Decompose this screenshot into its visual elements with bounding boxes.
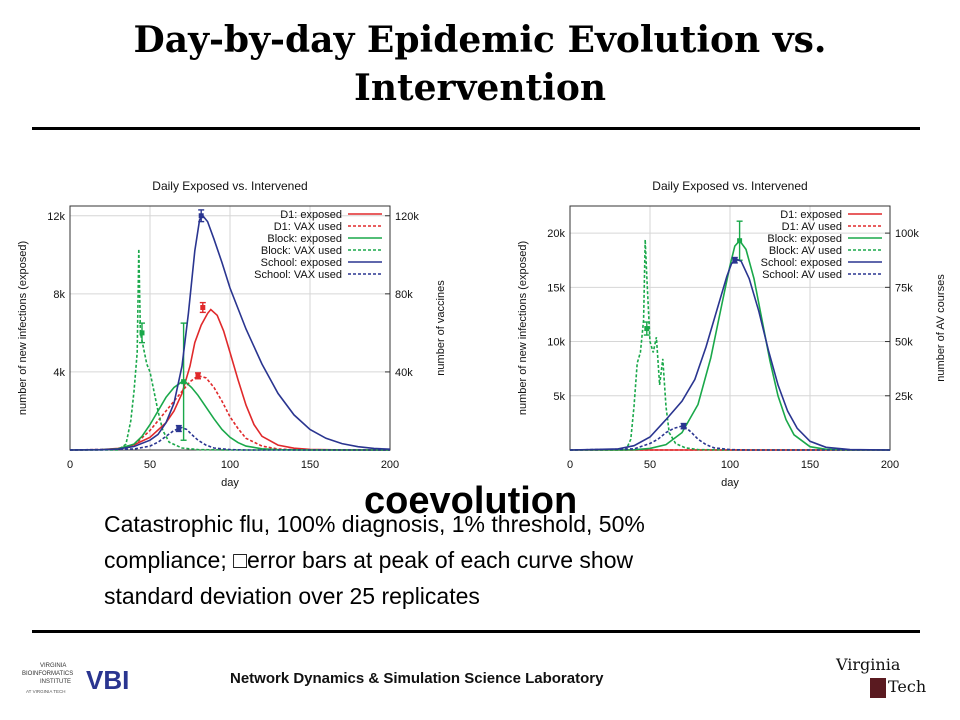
vt-logo-text-1: Virginia bbox=[835, 655, 901, 674]
x-tick-label: 150 bbox=[801, 459, 819, 471]
x-tick-label: 100 bbox=[721, 459, 739, 471]
series-line bbox=[569, 425, 890, 451]
legend-label: D1: AV used bbox=[782, 221, 842, 233]
legend-label: Block: exposed bbox=[267, 233, 342, 245]
legend-label: D1: exposed bbox=[780, 209, 842, 221]
overlay-word: coevolution bbox=[364, 480, 578, 522]
x-tick-label: 50 bbox=[144, 459, 156, 471]
vbi-logo-text: VIRGINIA bbox=[40, 663, 66, 669]
vbi-logo: VIRGINIA BIOINFORMATICS INSTITUTE AT VIR… bbox=[22, 663, 129, 695]
peak-marker bbox=[732, 257, 738, 263]
peak-marker bbox=[681, 423, 687, 429]
y-tick-label: 10k bbox=[547, 337, 565, 349]
caption-line-3: standard deviation over 25 replicates bbox=[104, 583, 480, 609]
chart-title: Daily Exposed vs. Intervened bbox=[152, 179, 307, 193]
legend-label: School: AV used bbox=[762, 269, 842, 281]
y-tick-label: 8k bbox=[53, 289, 65, 301]
title-divider bbox=[32, 127, 920, 130]
chart-vaccines: Daily Exposed vs. Intervened 0 50 100 150 200… bbox=[17, 179, 447, 489]
series-line bbox=[70, 248, 390, 451]
legend-label: School: exposed bbox=[761, 257, 842, 269]
peak-marker bbox=[139, 330, 145, 336]
vbi-logo-mark: VBI bbox=[86, 665, 129, 695]
series-line bbox=[69, 426, 390, 451]
x-tick-label: 0 bbox=[67, 459, 73, 471]
x-tick-label: 200 bbox=[381, 459, 399, 471]
x-tick-label: 50 bbox=[644, 459, 656, 471]
peak-marker bbox=[737, 238, 743, 244]
series-line bbox=[69, 214, 391, 451]
vt-logo-shield bbox=[870, 678, 886, 698]
x-tick-label: 100 bbox=[221, 459, 239, 471]
x-tick-label: 200 bbox=[881, 459, 899, 471]
peak-marker bbox=[644, 326, 650, 332]
virginia-tech-logo: Virginia Tech bbox=[835, 655, 926, 698]
footer-divider bbox=[32, 630, 920, 633]
legend-label: School: exposed bbox=[261, 257, 342, 269]
y2-axis-label: number of AV courses bbox=[935, 274, 947, 382]
y2-tick-label: 40k bbox=[395, 367, 413, 379]
y-axis-label: number of new infections (exposed) bbox=[517, 241, 529, 415]
y-tick-label: 20k bbox=[547, 228, 565, 240]
peak-marker bbox=[195, 373, 201, 379]
svg-text:AT VIRGINIA TECH: AT VIRGINIA TECH bbox=[26, 689, 66, 694]
series-line bbox=[69, 374, 390, 451]
legend-label: Block: exposed bbox=[767, 233, 842, 245]
y2-tick-label: 120k bbox=[395, 211, 419, 223]
vt-logo-text-2: Tech bbox=[888, 677, 926, 696]
series-line bbox=[569, 239, 891, 451]
y-axis-label: number of new infections (exposed) bbox=[17, 241, 29, 415]
x-tick-label: 0 bbox=[567, 459, 573, 471]
y-tick-label: 12k bbox=[47, 211, 65, 223]
peak-marker bbox=[176, 426, 182, 432]
svg-text:BIOINFORMATICS: BIOINFORMATICS bbox=[22, 671, 73, 677]
svg-text:INSTITUTE: INSTITUTE bbox=[40, 679, 71, 685]
y-tick-label: 15k bbox=[547, 282, 565, 294]
peak-marker bbox=[198, 213, 204, 219]
chart-title: Daily Exposed vs. Intervened bbox=[652, 179, 807, 193]
series-line bbox=[69, 308, 391, 451]
series-line bbox=[570, 239, 890, 451]
chart-av-courses: Daily Exposed vs. Intervened 0 50 100 150 200… bbox=[517, 179, 947, 489]
y2-axis-label: number of vaccines bbox=[435, 280, 447, 376]
legend-label: Block: VAX used bbox=[261, 245, 342, 257]
y2-tick-label: 100k bbox=[895, 228, 919, 240]
y2-tick-label: 80k bbox=[395, 289, 413, 301]
legend-label: D1: VAX used bbox=[274, 221, 342, 233]
y2-tick-label: 75k bbox=[895, 282, 913, 294]
peak-marker bbox=[200, 305, 206, 311]
caption-line-1: Catastrophic flu, 100% diagnosis, 1% thr… bbox=[104, 511, 645, 537]
y-tick-label: 4k bbox=[53, 367, 65, 379]
caption-line-2: compliance; □error bars at peak of each … bbox=[104, 547, 634, 573]
peak-marker bbox=[181, 379, 187, 385]
caption: Catastrophic flu, 100% diagnosis, 1% thr… bbox=[104, 506, 894, 614]
x-axis-label: day bbox=[221, 477, 239, 489]
y2-tick-label: 50k bbox=[895, 337, 913, 349]
legend-label: Block: AV used bbox=[769, 245, 842, 257]
footer-text: Network Dynamics & Simulation Science La… bbox=[230, 670, 604, 687]
slide-title: Day-by-day Epidemic Evolution vs. Interv… bbox=[133, 19, 827, 109]
y2-tick-label: 25k bbox=[895, 391, 913, 403]
series-line bbox=[69, 380, 390, 451]
y-tick-label: 5k bbox=[553, 391, 565, 403]
x-tick-label: 150 bbox=[301, 459, 319, 471]
legend-label: D1: exposed bbox=[280, 209, 342, 221]
legend-label: School: VAX used bbox=[254, 269, 342, 281]
x-axis-label: day bbox=[721, 477, 739, 489]
